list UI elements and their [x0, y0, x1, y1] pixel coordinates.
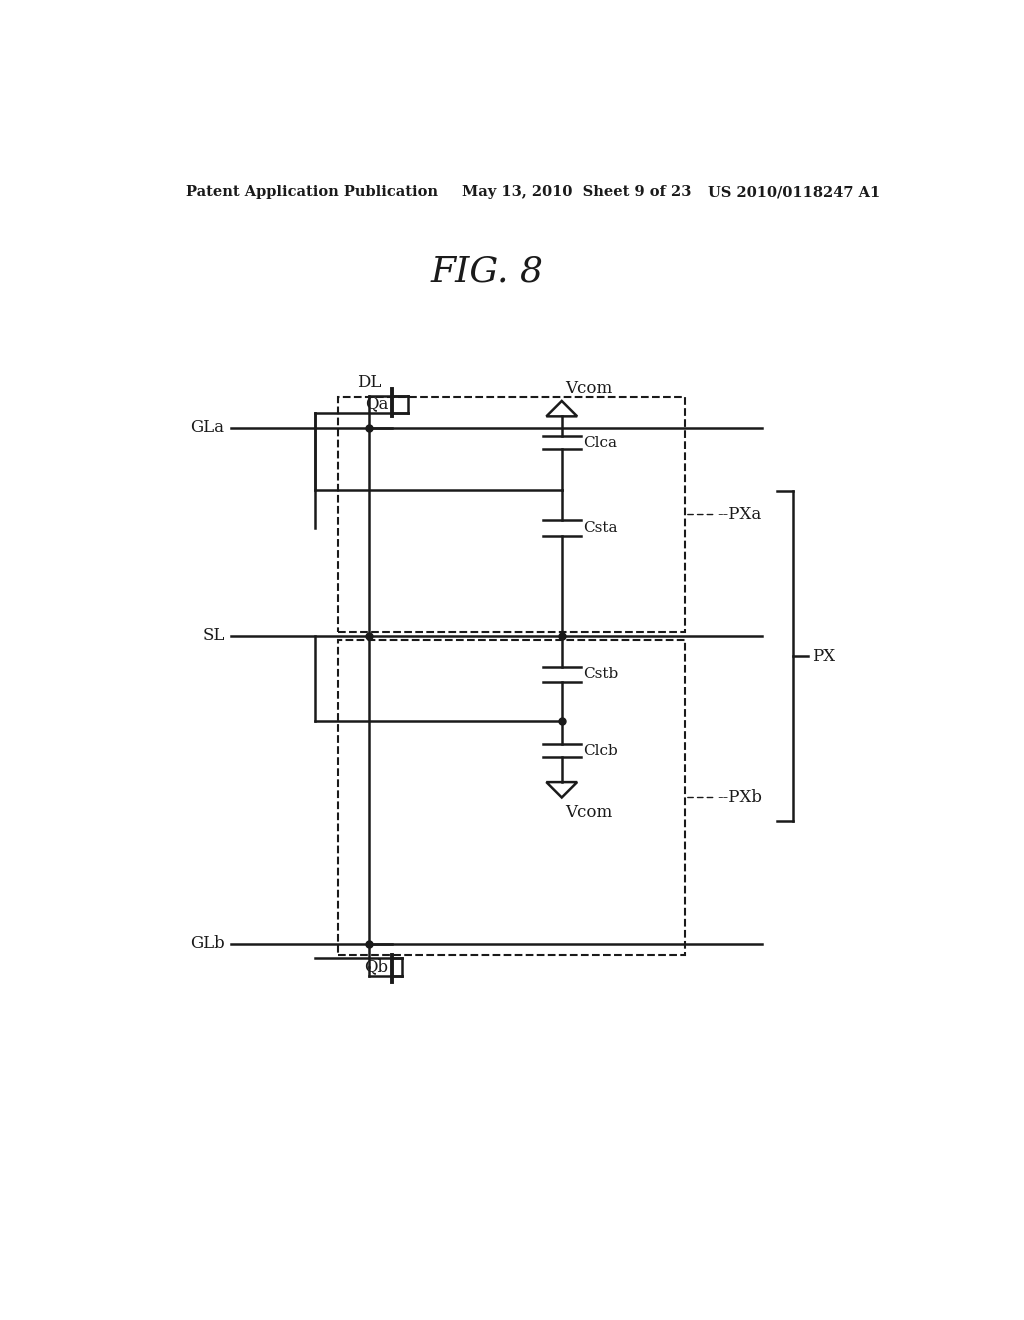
Text: PX: PX — [812, 648, 836, 664]
Text: Clca: Clca — [584, 436, 617, 450]
Text: Vcom: Vcom — [565, 380, 612, 397]
Text: Qa: Qa — [366, 396, 388, 413]
Text: GLa: GLa — [190, 420, 224, 437]
Text: Patent Application Publication: Patent Application Publication — [186, 185, 438, 199]
Text: FIG. 8: FIG. 8 — [431, 255, 544, 289]
Text: --PXb: --PXb — [717, 789, 762, 807]
Text: Clcb: Clcb — [584, 743, 618, 758]
Text: --PXa: --PXa — [717, 506, 762, 523]
Text: US 2010/0118247 A1: US 2010/0118247 A1 — [708, 185, 881, 199]
Text: GLb: GLb — [189, 936, 224, 952]
Text: Csta: Csta — [584, 521, 617, 535]
Bar — [339, 640, 685, 956]
Text: Cstb: Cstb — [584, 668, 618, 681]
Text: DL: DL — [357, 374, 382, 391]
Text: Vcom: Vcom — [565, 804, 612, 821]
Text: Qb: Qb — [365, 958, 388, 975]
Text: SL: SL — [202, 627, 224, 644]
Text: May 13, 2010  Sheet 9 of 23: May 13, 2010 Sheet 9 of 23 — [462, 185, 691, 199]
Bar — [339, 397, 685, 632]
